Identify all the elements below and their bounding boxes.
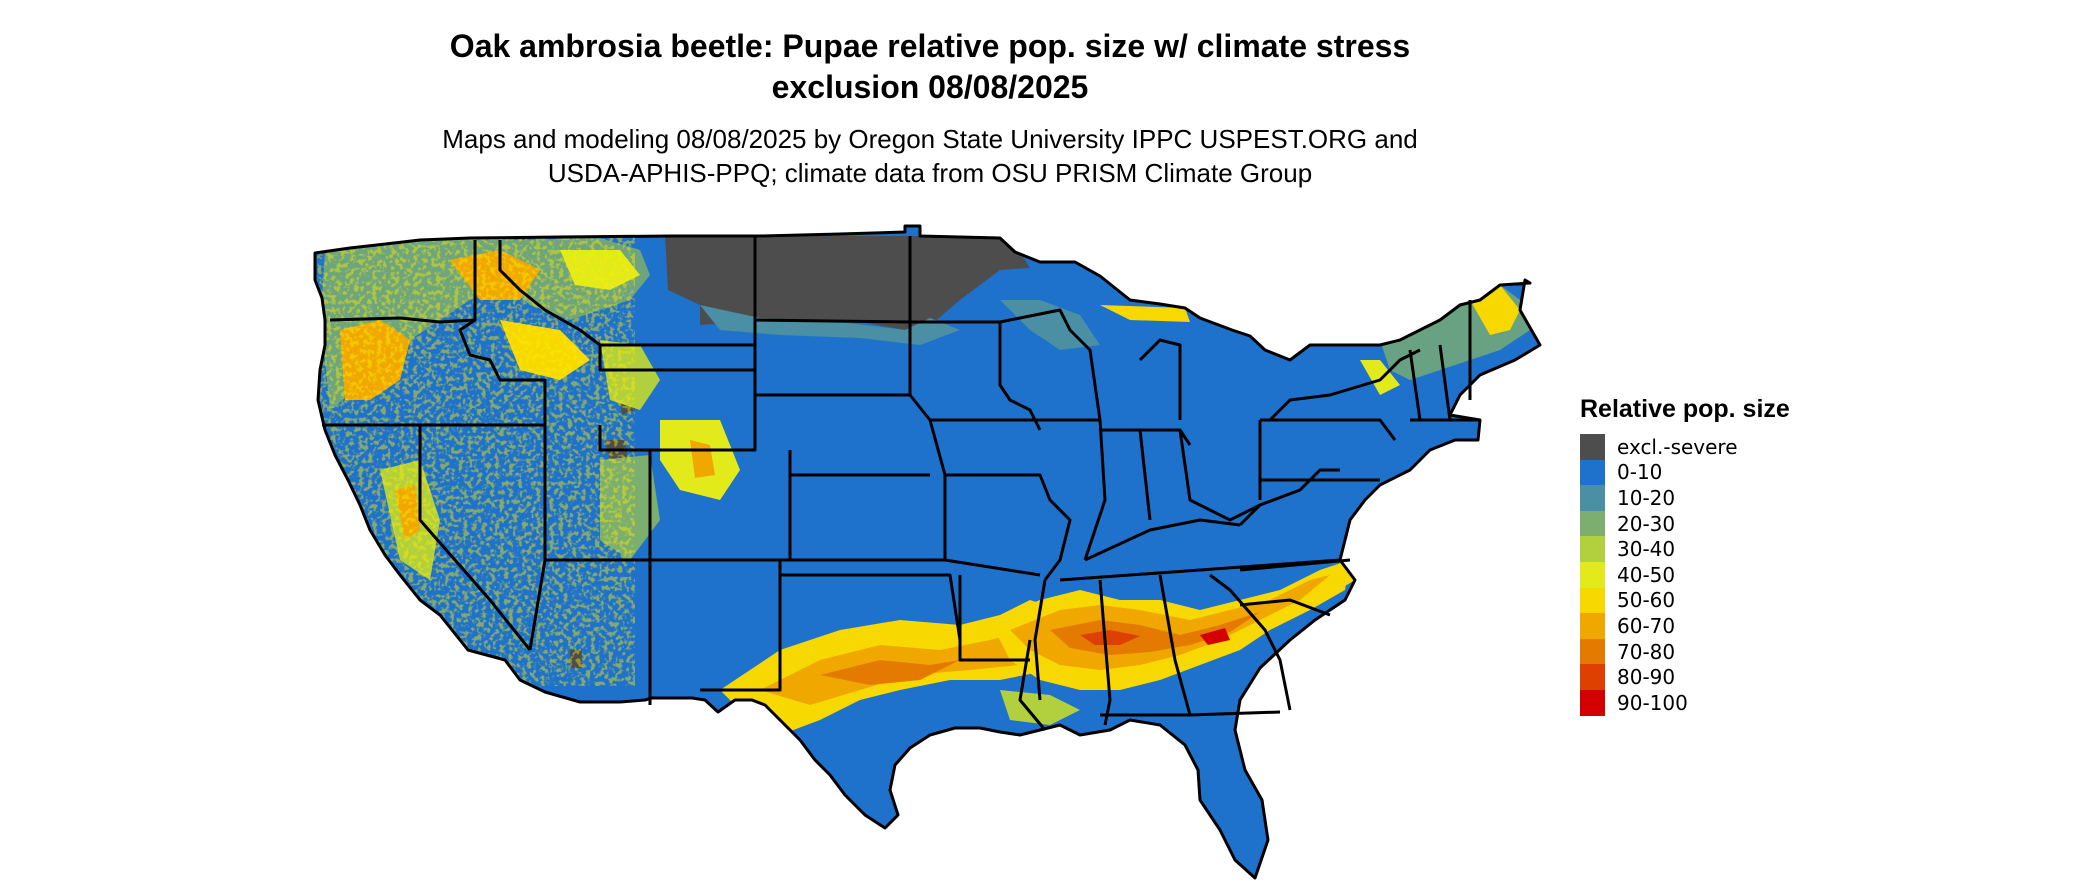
legend-item-80-90: 80-90 (1580, 664, 1790, 690)
legend-item-70-80: 70-80 (1580, 638, 1790, 665)
legend-item-50-60: 50-60 (1580, 587, 1790, 614)
legend-item-excl-severe: excl.-severe (1580, 434, 1790, 460)
legend-item-20-30: 20-30 (1580, 510, 1790, 537)
legend-swatch (1580, 561, 1605, 588)
legend-label: 80-90 (1617, 665, 1676, 690)
legend-label: 60-70 (1617, 613, 1676, 638)
subtitle-line-1: Maps and modeling 08/08/2025 by Oregon S… (442, 124, 1418, 154)
legend-label: 10-20 (1617, 485, 1676, 510)
legend-swatch (1580, 485, 1605, 511)
legend-label: 70-80 (1617, 639, 1676, 664)
legend-label: 40-50 (1617, 562, 1676, 587)
map-title: Oak ambrosia beetle: Pupae relative pop.… (0, 26, 1860, 108)
legend-swatch (1580, 536, 1605, 562)
legend-swatch (1580, 664, 1605, 690)
legend-item-90-100: 90-100 (1580, 689, 1790, 716)
legend-item-10-20: 10-20 (1580, 485, 1790, 511)
legend-item-0-10: 0-10 (1580, 459, 1790, 486)
legend-label: 30-40 (1617, 537, 1676, 562)
legend-label: 0-10 (1617, 460, 1663, 485)
legend-swatch (1580, 434, 1605, 460)
legend-item-60-70: 60-70 (1580, 613, 1790, 639)
legend-swatch (1580, 638, 1605, 665)
legend-label: excl.-severe (1617, 434, 1738, 459)
legend-swatch (1580, 510, 1605, 537)
legend-swatch (1580, 689, 1605, 716)
subtitle-line-2: USDA-APHIS-PPQ; climate data from OSU PR… (547, 158, 1313, 188)
legend-item-30-40: 30-40 (1580, 536, 1790, 562)
legend: Relative pop. size excl.-severe 0-10 10-… (1580, 395, 1790, 716)
legend-swatch (1580, 459, 1605, 486)
legend-label: 90-100 (1617, 690, 1688, 715)
title-line-2: exclusion 08/08/2025 (771, 69, 1089, 105)
title-line-1: Oak ambrosia beetle: Pupae relative pop.… (449, 28, 1411, 64)
legend-swatch (1580, 587, 1605, 614)
legend-label: 50-60 (1617, 588, 1676, 613)
map-subtitle: Maps and modeling 08/08/2025 by Oregon S… (0, 122, 1860, 190)
legend-title: Relative pop. size (1580, 395, 1790, 423)
legend-item-40-50: 40-50 (1580, 561, 1790, 588)
legend-swatch (1580, 613, 1605, 639)
us-map (313, 224, 1542, 880)
legend-label: 20-30 (1617, 511, 1676, 536)
